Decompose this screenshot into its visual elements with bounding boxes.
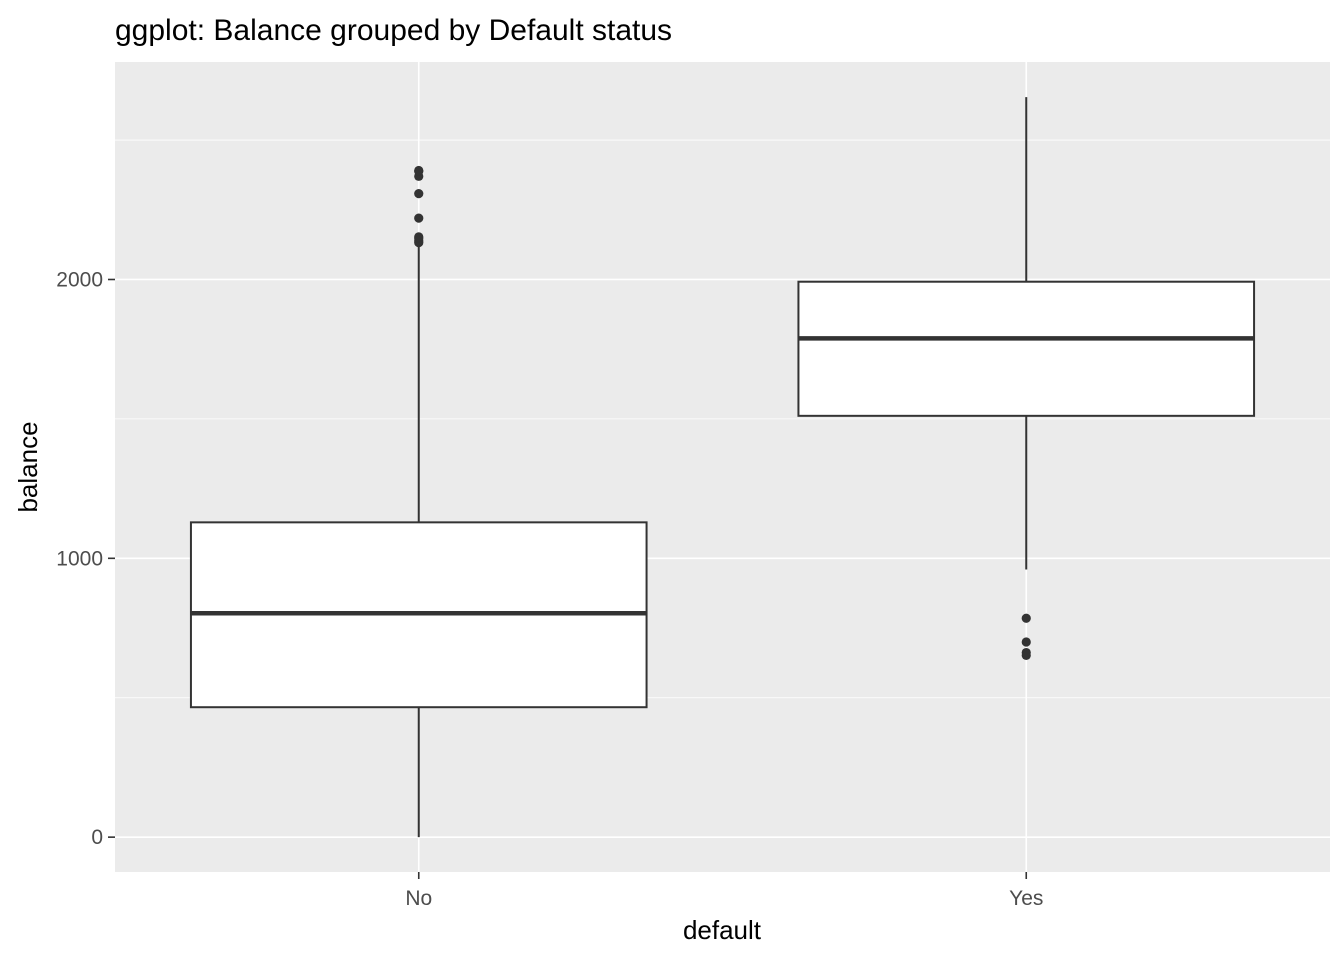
x-tick-label: No: [405, 887, 432, 910]
outlier-point: [414, 213, 424, 223]
y-tick-label: 2000: [56, 268, 103, 291]
axes: 0 1000 2000 No Yes: [56, 268, 1043, 910]
box-no: [189, 165, 648, 838]
box-layer: [189, 97, 1256, 838]
outlier-point: [1021, 637, 1031, 647]
outlier-point: [414, 232, 424, 242]
box-iqr: [797, 280, 1256, 417]
outlier-point: [414, 165, 424, 176]
y-axis-title: balance: [13, 421, 43, 512]
x-axis-title: default: [683, 915, 762, 945]
outlier-point: [1021, 647, 1031, 658]
plot-panel: [115, 62, 1330, 872]
x-tick-label: Yes: [1009, 887, 1043, 910]
box-yes: [797, 97, 1256, 660]
outlier-point: [414, 189, 424, 199]
y-tick-label: 0: [91, 826, 103, 849]
y-tick-label: 1000: [56, 547, 103, 570]
chart-title: ggplot: Balance grouped by Default statu…: [115, 14, 672, 47]
outlier-point: [1021, 613, 1031, 623]
